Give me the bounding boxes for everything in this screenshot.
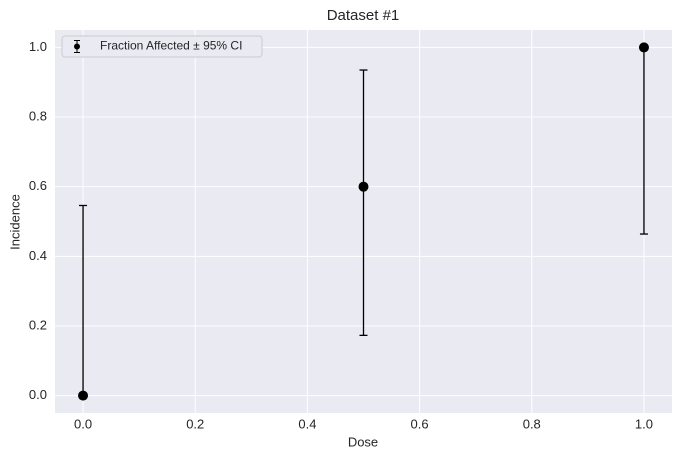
legend-box [61, 35, 263, 58]
point [638, 42, 649, 53]
y-tick-label: 0.8 [29, 108, 47, 123]
legend-marker [74, 43, 80, 50]
y-tick-label: 0.0 [29, 387, 47, 402]
x-axis-label: Dose [348, 434, 378, 449]
point [358, 181, 369, 192]
y-tick-label: 0.6 [29, 178, 47, 193]
x-tick-label: 0.2 [186, 416, 204, 431]
point [78, 390, 89, 401]
y-tick-label: 1.0 [29, 39, 47, 54]
y-axis-label: Incidence [7, 194, 22, 250]
x-tick-label: 0.4 [298, 416, 316, 431]
x-tick-label: 0.0 [74, 416, 92, 431]
y-tick-label: 0.4 [29, 248, 47, 263]
chart-title: Dataset #1 [327, 7, 400, 24]
x-tick-label: 0.8 [523, 416, 541, 431]
x-tick-label: 1.0 [635, 416, 653, 431]
y-tick-label: 0.2 [29, 317, 47, 332]
x-tick-label: 0.6 [411, 416, 429, 431]
legend-label: Fraction Affected ± 95% CI [100, 39, 242, 53]
